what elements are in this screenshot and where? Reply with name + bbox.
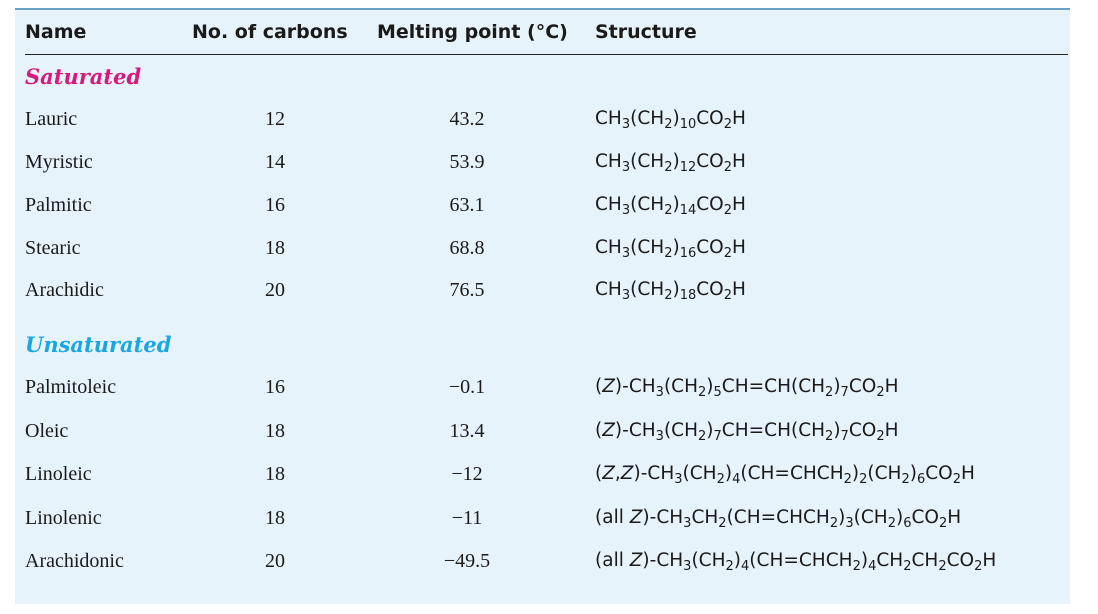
structure-formula: (Z,Z)-CH3(CH2)4(CH=CHCH2)2(CH2)6CO2H xyxy=(595,463,975,487)
structure-formula: CH3(CH2)16CO2H xyxy=(595,237,746,261)
structure-formula: (Z)-CH3(CH2)7CH=CH(CH2)7CO2H xyxy=(595,420,899,444)
table-row: Lauric 12 43.2 CH3(CH2)10CO2H xyxy=(15,108,1070,132)
melting-point: −0.1 xyxy=(448,376,486,398)
structure-formula: CH3(CH2)10CO2H xyxy=(595,108,746,132)
acid-name: Linoleic xyxy=(25,463,92,485)
acid-name: Myristic xyxy=(25,151,93,173)
header-name: Name xyxy=(25,21,87,43)
table-row: Arachidic 20 76.5 CH3(CH2)18CO2H xyxy=(15,279,1070,303)
melting-point: 76.5 xyxy=(449,279,485,301)
table-row: Linoleic 18 −12 (Z,Z)-CH3(CH2)4(CH=CHCH2… xyxy=(15,463,1070,487)
melting-point: 68.8 xyxy=(449,237,485,259)
structure-formula: CH3(CH2)18CO2H xyxy=(595,279,746,303)
carbon-count: 14 xyxy=(265,151,285,173)
section-label-unsaturated: Unsaturated xyxy=(25,332,172,357)
table-row: Palmitoleic 16 −0.1 (Z)-CH3(CH2)5CH=CH(C… xyxy=(15,376,1070,400)
table-row: Stearic 18 68.8 CH3(CH2)16CO2H xyxy=(15,237,1070,261)
melting-point: 13.4 xyxy=(449,420,485,442)
table-row: Linolenic 18 −11 (all Z)-CH3CH2(CH=CHCH2… xyxy=(15,507,1070,531)
melting-point: 43.2 xyxy=(449,108,485,130)
structure-formula: (Z)-CH3(CH2)5CH=CH(CH2)7CO2H xyxy=(595,376,899,400)
acid-name: Arachidonic xyxy=(25,550,124,572)
acid-name: Oleic xyxy=(25,420,69,442)
carbon-count: 18 xyxy=(265,237,285,259)
table-row: Arachidonic 20 −49.5 (all Z)-CH3(CH2)4(C… xyxy=(15,550,1070,574)
melting-point: −12 xyxy=(451,463,483,485)
carbon-count: 16 xyxy=(265,194,285,216)
carbon-count: 18 xyxy=(265,507,285,529)
melting-point: 53.9 xyxy=(449,151,485,173)
carbon-count: 20 xyxy=(265,550,285,572)
table-row: Myristic 14 53.9 CH3(CH2)12CO2H xyxy=(15,151,1070,175)
melting-point: −11 xyxy=(451,507,483,529)
structure-formula: CH3(CH2)14CO2H xyxy=(595,194,746,218)
acid-name: Palmitic xyxy=(25,194,92,216)
header-rule xyxy=(25,54,1068,55)
carbon-count: 18 xyxy=(265,463,285,485)
carbon-count: 16 xyxy=(265,376,285,398)
fatty-acids-table: Name No. of carbons Melting point (°C) S… xyxy=(15,8,1070,604)
acid-name: Linolenic xyxy=(25,507,102,529)
acid-name: Arachidic xyxy=(25,279,104,301)
carbon-count: 18 xyxy=(265,420,285,442)
melting-point: −49.5 xyxy=(443,550,491,572)
carbon-count: 20 xyxy=(265,279,285,301)
melting-point: 63.1 xyxy=(449,194,485,216)
table-row: Palmitic 16 63.1 CH3(CH2)14CO2H xyxy=(15,194,1070,218)
header-melting-point: Melting point (°C) xyxy=(377,21,568,43)
carbon-count: 12 xyxy=(265,108,285,130)
table-row: Oleic 18 13.4 (Z)-CH3(CH2)7CH=CH(CH2)7CO… xyxy=(15,420,1070,444)
structure-formula: (all Z)-CH3(CH2)4(CH=CHCH2)4CH2CH2CO2H xyxy=(595,550,997,574)
acid-name: Palmitoleic xyxy=(25,376,117,398)
structure-formula: (all Z)-CH3CH2(CH=CHCH2)3(CH2)6CO2H xyxy=(595,507,962,531)
acid-name: Lauric xyxy=(25,108,78,130)
acid-name: Stearic xyxy=(25,237,81,259)
structure-formula: CH3(CH2)12CO2H xyxy=(595,151,746,175)
header-structure: Structure xyxy=(595,21,697,43)
header-carbons: No. of carbons xyxy=(192,21,348,43)
section-label-saturated: Saturated xyxy=(25,64,142,89)
